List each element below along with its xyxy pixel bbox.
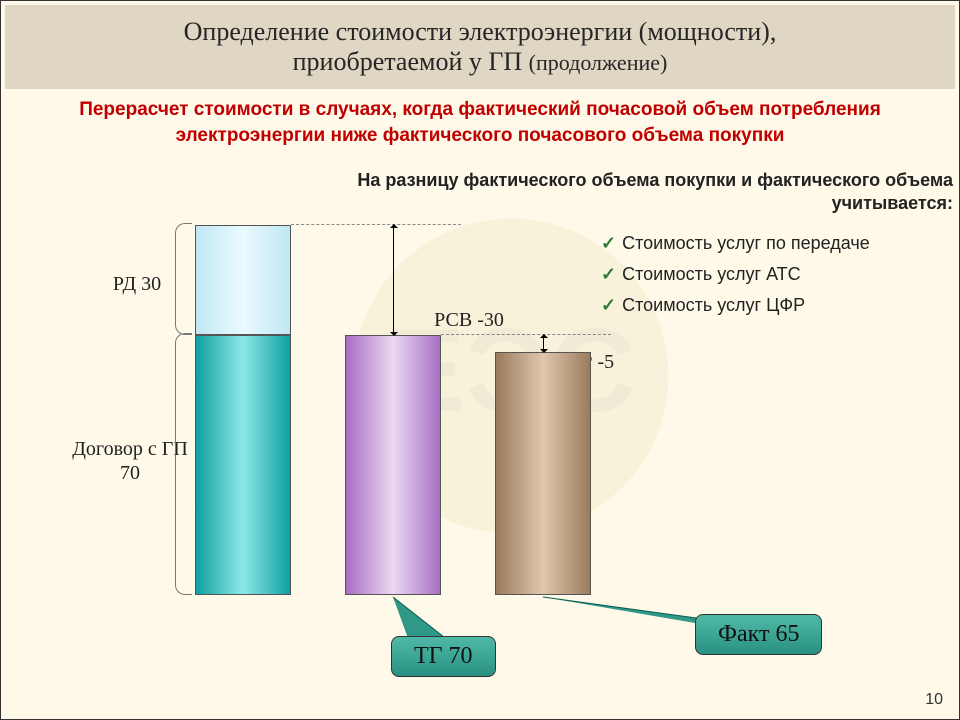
bullet-text: Стоимость услуг АТС: [622, 264, 801, 284]
bullet-item: ✓Стоимость услуг ЦФР: [601, 295, 939, 316]
callout-tg: ТГ 70: [391, 636, 496, 677]
title-line1: Определение стоимости электроэнергии (мо…: [184, 17, 777, 46]
difference-note: На разницу фактического объема покупки и…: [313, 169, 953, 216]
label-dogovor-value: 70: [120, 462, 140, 484]
bullet-item: ✓Стоимость услуг по передаче: [601, 233, 939, 254]
subtitle: Перерасчет стоимости в случаях, когда фа…: [1, 97, 959, 148]
slide: ЕЭС Определение стоимости электроэнергии…: [0, 0, 960, 720]
brace-rd: [175, 223, 192, 335]
arrow-br: [543, 335, 544, 352]
label-rd: РД 30: [87, 273, 187, 296]
bullet-text: Стоимость услуг по передаче: [622, 233, 870, 253]
brace-dogovor: [175, 333, 192, 595]
page-number: 10: [925, 691, 943, 709]
bar-tg: [345, 335, 441, 595]
title-bar: Определение стоимости электроэнергии (мо…: [5, 5, 955, 89]
bar-contract-upper: [195, 225, 291, 335]
arrow-rsv: [393, 225, 394, 335]
bar-chart: [195, 225, 615, 595]
bullet-item: ✓Стоимость услуг АТС: [601, 264, 939, 285]
title-line2: приобретаемой у ГП: [293, 47, 529, 76]
bullet-text: Стоимость услуг ЦФР: [622, 295, 805, 315]
bar-fact: [495, 352, 591, 595]
callout-fact: Факт 65: [695, 614, 822, 655]
bar-contract-lower: [195, 335, 291, 595]
reference-line-70: [441, 334, 611, 335]
label-dogovor-text: Договор с ГП: [72, 438, 188, 460]
reference-line-100: [291, 224, 461, 225]
title-suffix: (продолжение): [529, 50, 668, 75]
bullet-list: ✓Стоимость услуг по передаче ✓Стоимость …: [601, 223, 939, 326]
